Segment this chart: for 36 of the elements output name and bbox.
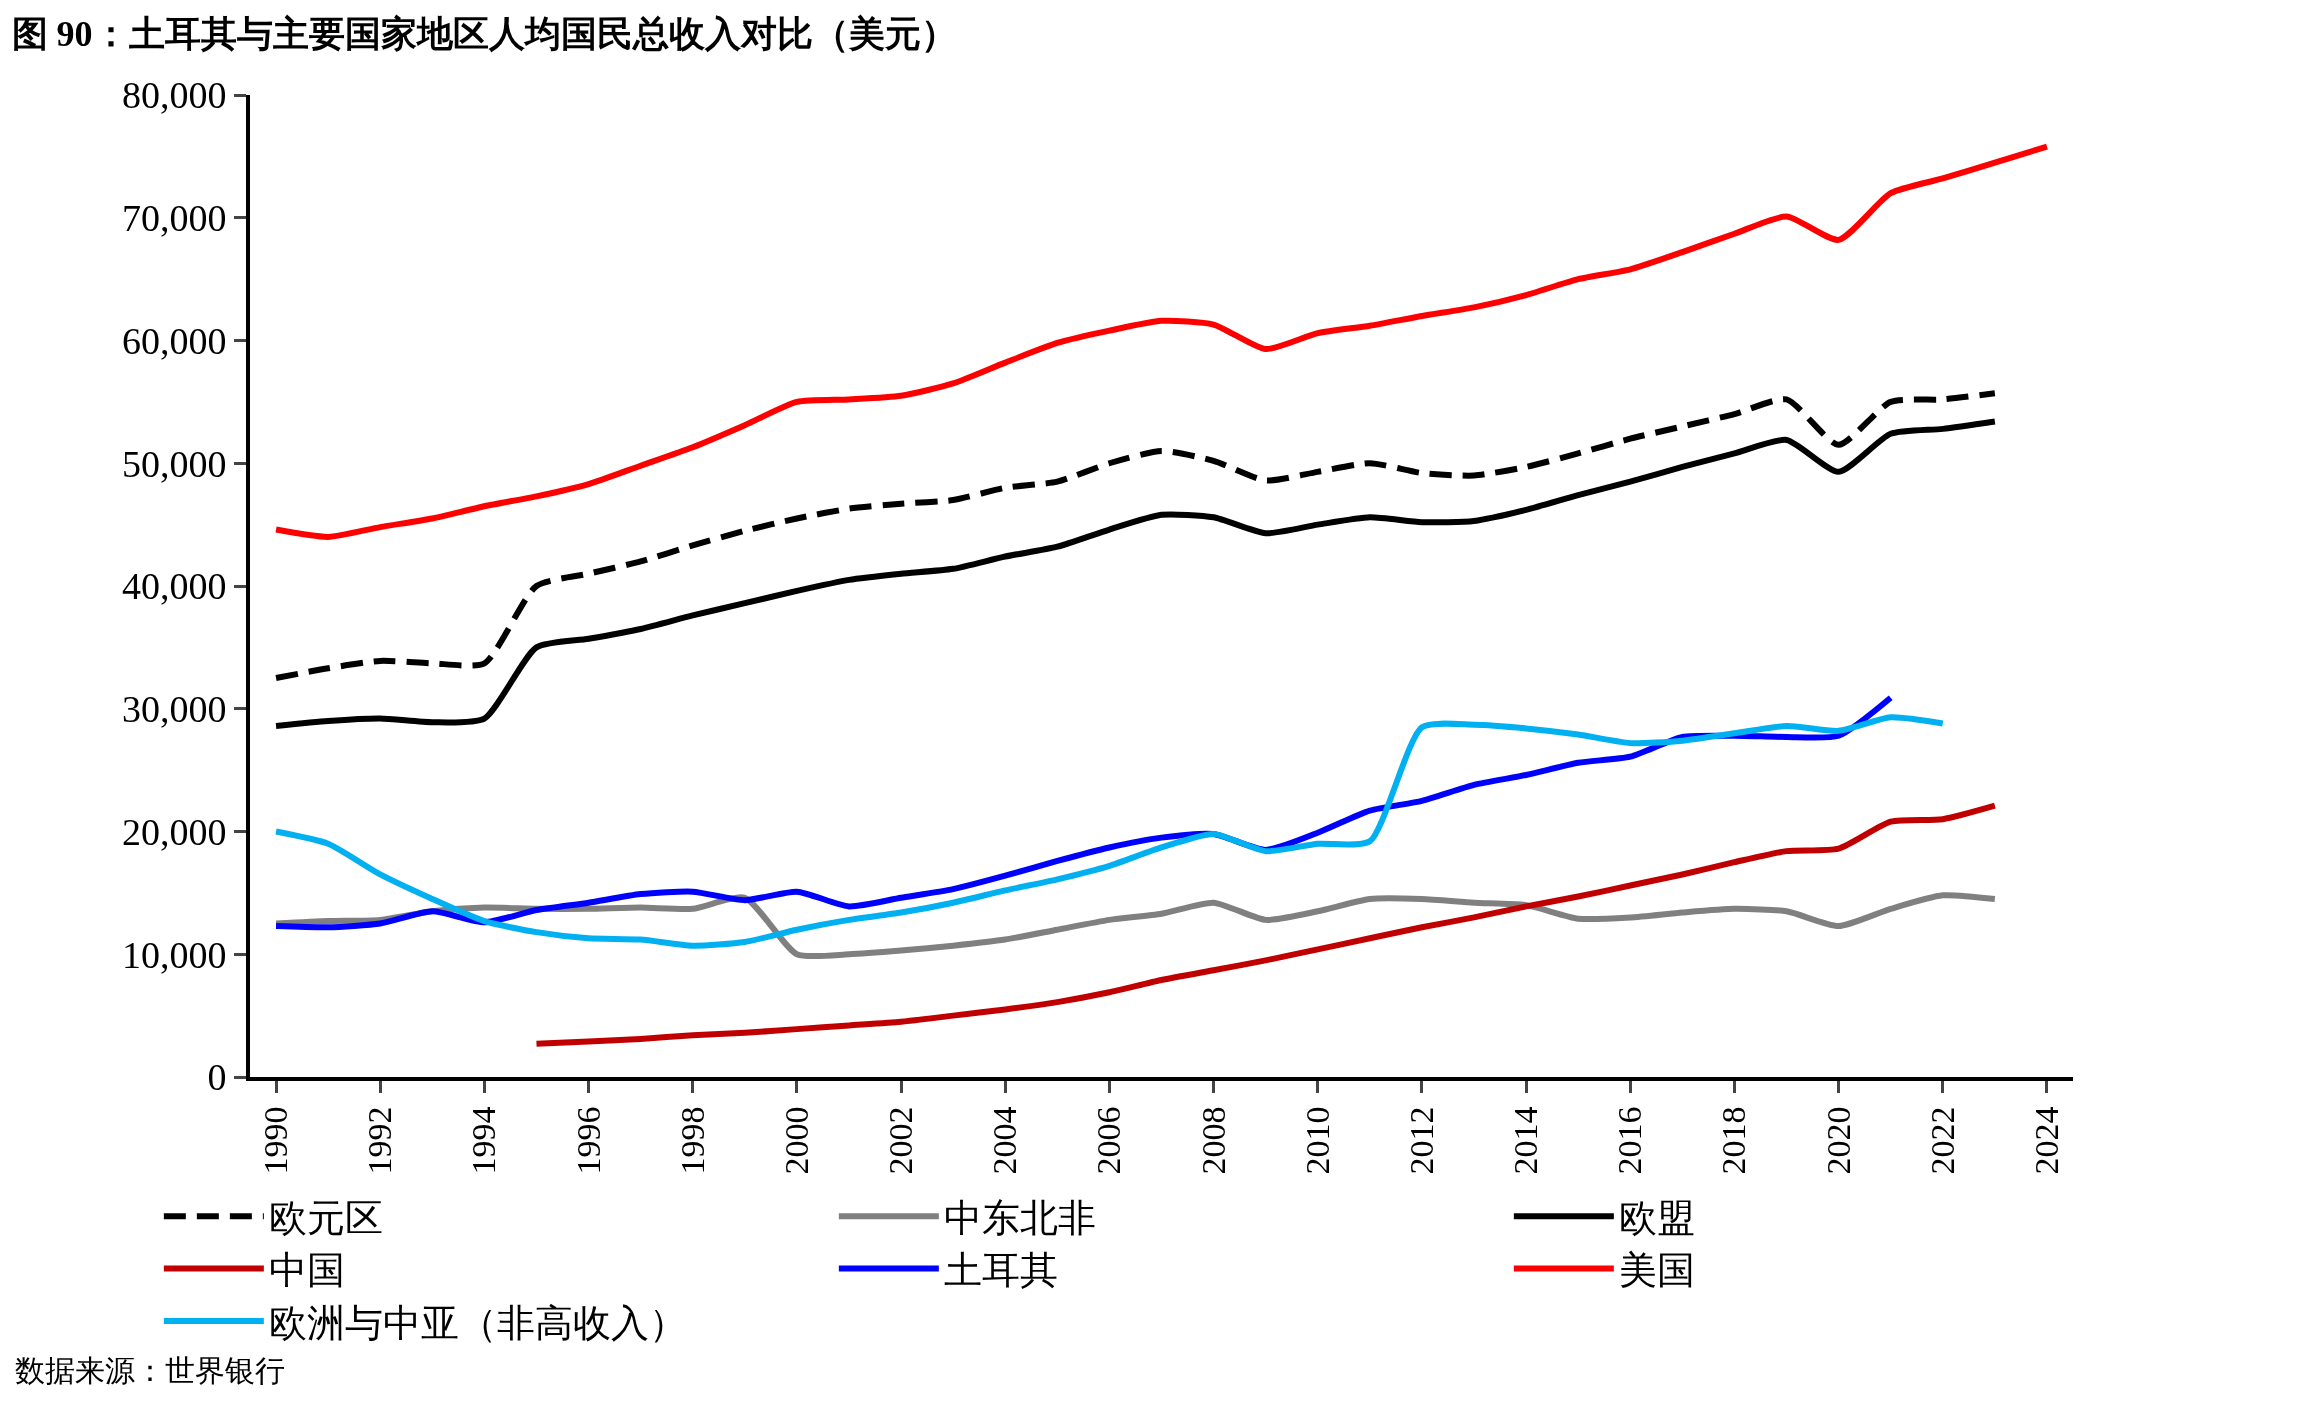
x-tick-label: 2020 (1819, 1106, 1857, 1175)
y-tick-label: 30,000 (121, 688, 227, 731)
legend-label: 中东北非 (943, 1197, 1096, 1240)
legend-label: 土耳其 (943, 1249, 1058, 1292)
x-tick-label: 2002 (882, 1106, 920, 1175)
chart-title: 图 90：土耳其与主要国家地区人均国民总收入对比（美元） (11, 14, 957, 55)
y-tick-label: 20,000 (121, 810, 227, 853)
x-tick-label: 2022 (1923, 1106, 1961, 1175)
y-tick-label: 40,000 (121, 565, 227, 608)
y-tick-label: 10,000 (121, 933, 227, 976)
y-tick-label: 70,000 (121, 197, 227, 240)
x-tick-label: 2018 (1715, 1106, 1753, 1175)
x-tick-label: 2008 (1194, 1106, 1232, 1175)
x-tick-label: 1992 (361, 1106, 399, 1175)
x-tick-label: 2024 (2028, 1106, 2066, 1175)
x-tick-label: 2004 (986, 1106, 1024, 1175)
y-tick-label: 0 (207, 1056, 227, 1099)
y-tick-label: 60,000 (121, 319, 227, 362)
legend-label: 欧元区 (268, 1197, 383, 1240)
x-tick-label: 1998 (673, 1106, 711, 1175)
x-tick-label: 1990 (257, 1106, 295, 1175)
x-tick-label: 2010 (1298, 1106, 1336, 1175)
x-tick-label: 2014 (1507, 1106, 1545, 1175)
legend-label: 中国 (268, 1249, 345, 1292)
source-note: 数据来源：世界银行 (15, 1354, 285, 1387)
x-tick-label: 2006 (1090, 1106, 1128, 1175)
legend-label: 欧盟 (1618, 1197, 1695, 1240)
legend-label: 美国 (1618, 1249, 1695, 1292)
x-tick-label: 1994 (465, 1106, 503, 1175)
x-tick-label: 2016 (1611, 1106, 1649, 1175)
x-tick-label: 2000 (777, 1106, 815, 1175)
x-tick-label: 2012 (1402, 1106, 1440, 1175)
y-tick-label: 50,000 (121, 442, 227, 485)
legend-label: 欧洲与中亚（非高收入） (268, 1301, 687, 1344)
y-tick-label: 80,000 (121, 74, 227, 117)
x-tick-label: 1996 (569, 1106, 607, 1175)
